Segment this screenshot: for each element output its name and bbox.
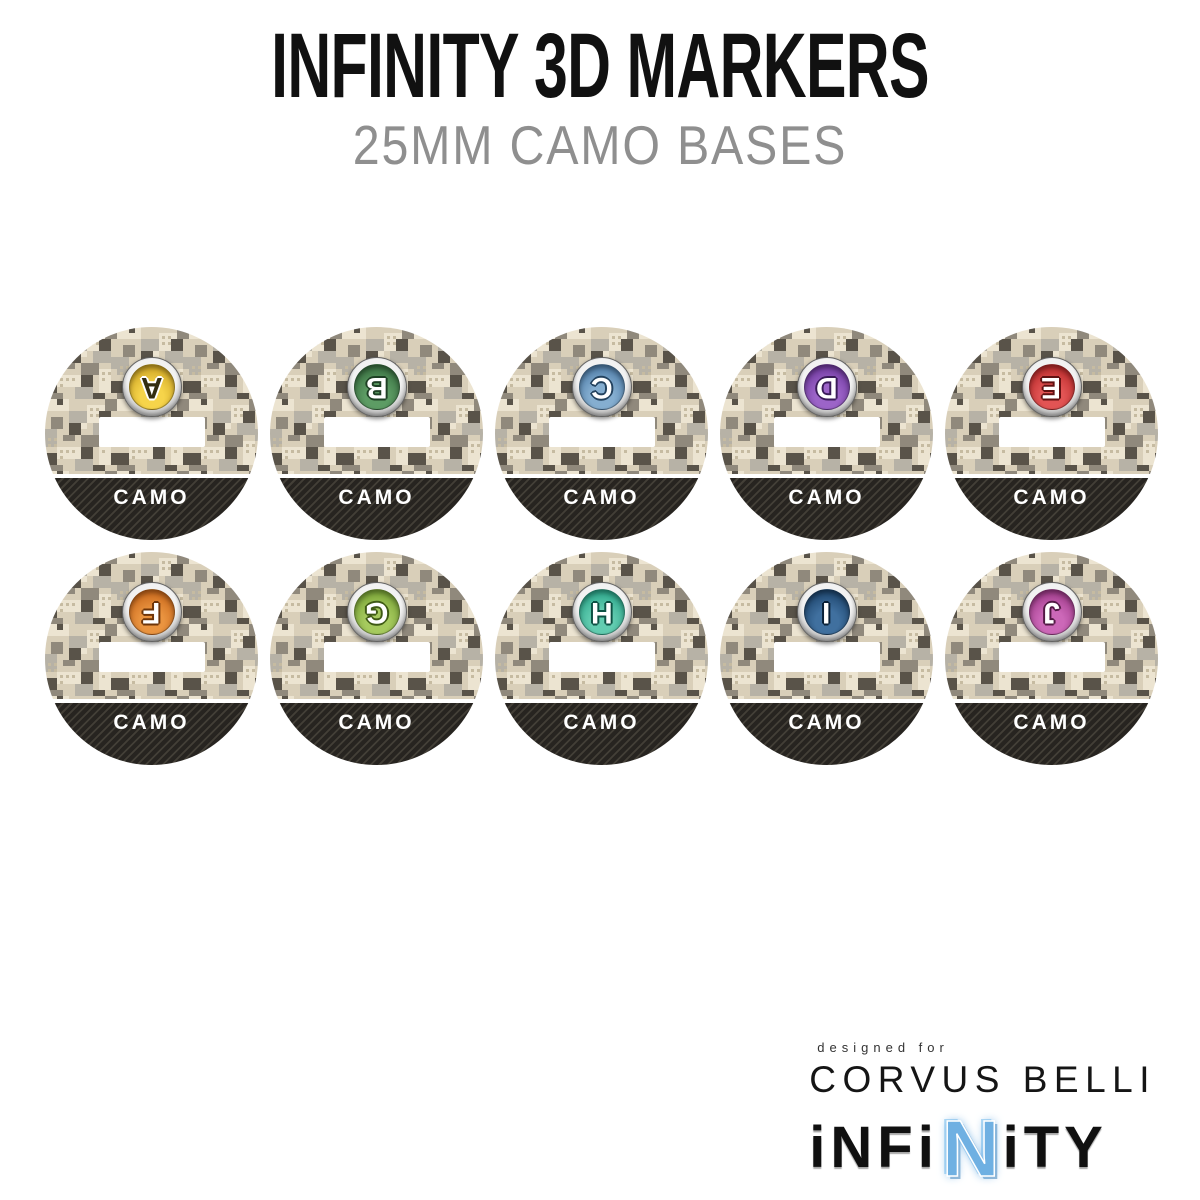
letter-badge-core: D: [803, 364, 850, 410]
page-subtitle: 25MM CAMO BASES: [352, 113, 848, 176]
letter-badge: F: [121, 582, 182, 642]
letter-badge-core: H: [578, 589, 625, 635]
camo-base-marker: CAMO A: [45, 327, 258, 540]
badge-letter: E: [1041, 371, 1062, 404]
camo-band: CAMO: [720, 703, 933, 765]
camo-base-marker: CAMO I: [720, 552, 933, 765]
letter-badge: A: [121, 357, 182, 417]
badge-letter: J: [1043, 596, 1060, 629]
camo-base-marker: CAMO C: [495, 327, 708, 540]
page-title: INFINITY 3D MARKERS: [271, 15, 929, 117]
name-plate: [548, 642, 655, 672]
camo-base-marker: CAMO D: [720, 327, 933, 540]
camo-base-marker: CAMO H: [495, 552, 708, 765]
name-plate: [98, 642, 205, 672]
infinity-logo: iNFi N iTY: [809, 1101, 1156, 1194]
band-label: CAMO: [788, 711, 865, 734]
band-label: CAMO: [563, 486, 640, 509]
letter-badge: D: [796, 357, 857, 417]
camo-band: CAMO: [720, 478, 933, 540]
badge-letter: D: [815, 371, 838, 404]
infinity-logo-accent-n: N: [941, 1103, 1000, 1194]
letter-badge-core: F: [128, 589, 175, 635]
badge-letter: H: [590, 596, 613, 629]
designed-for-label: designed for: [817, 1040, 949, 1055]
letter-badge: J: [1021, 582, 1082, 642]
band-label: CAMO: [113, 711, 190, 734]
badge-letter: B: [365, 371, 388, 404]
band-label: CAMO: [563, 711, 640, 734]
letter-badge: B: [346, 357, 407, 417]
band-label: CAMO: [788, 486, 865, 509]
letter-badge-core: I: [803, 589, 850, 635]
band-label: CAMO: [338, 711, 415, 734]
camo-band: CAMO: [45, 478, 258, 540]
camo-band: CAMO: [495, 703, 708, 765]
badge-letter: I: [822, 596, 831, 629]
camo-base-marker: CAMO B: [270, 327, 483, 540]
name-plate: [773, 642, 880, 672]
letter-badge-core: G: [353, 589, 400, 635]
name-plate: [998, 417, 1105, 447]
name-plate: [998, 642, 1105, 672]
letter-badge-core: E: [1028, 364, 1075, 410]
camo-band: CAMO: [270, 703, 483, 765]
letter-badge: I: [796, 582, 857, 642]
letter-badge-core: A: [128, 364, 175, 410]
camo-band: CAMO: [270, 478, 483, 540]
brand-block: designed for CORVUS BELLI iNFi N iTY: [809, 1040, 1156, 1194]
letter-badge: C: [571, 357, 632, 417]
name-plate: [773, 417, 880, 447]
camo-band: CAMO: [45, 703, 258, 765]
header: INFINITY 3D MARKERS 25MM CAMO BASES: [0, 0, 1200, 173]
letter-badge-core: B: [353, 364, 400, 410]
badge-letter: F: [142, 596, 161, 629]
name-plate: [548, 417, 655, 447]
camo-band: CAMO: [945, 478, 1158, 540]
badge-letter: G: [364, 596, 389, 629]
name-plate: [323, 642, 430, 672]
band-label: CAMO: [1013, 711, 1090, 734]
letter-badge-core: J: [1028, 589, 1075, 635]
letter-badge: H: [571, 582, 632, 642]
band-label: CAMO: [1013, 486, 1090, 509]
letter-badge-core: C: [578, 364, 625, 410]
band-label: CAMO: [338, 486, 415, 509]
camo-base-marker: CAMO J: [945, 552, 1158, 765]
badge-letter: C: [590, 371, 613, 404]
name-plate: [323, 417, 430, 447]
camo-band: CAMO: [495, 478, 708, 540]
infinity-logo-prefix: iNFi: [809, 1114, 939, 1180]
corvus-belli-wordmark: CORVUS BELLI: [809, 1059, 1156, 1100]
markers-grid: CAMO A CAMO B CAMO C: [45, 327, 1158, 765]
camo-base-marker: CAMO G: [270, 552, 483, 765]
letter-badge: G: [346, 582, 407, 642]
camo-base-marker: CAMO F: [45, 552, 258, 765]
band-label: CAMO: [113, 486, 190, 509]
letter-badge: E: [1021, 357, 1082, 417]
badge-letter: A: [140, 371, 163, 404]
camo-base-marker: CAMO E: [945, 327, 1158, 540]
infinity-logo-suffix: iTY: [1002, 1114, 1108, 1180]
name-plate: [98, 417, 205, 447]
camo-band: CAMO: [945, 703, 1158, 765]
